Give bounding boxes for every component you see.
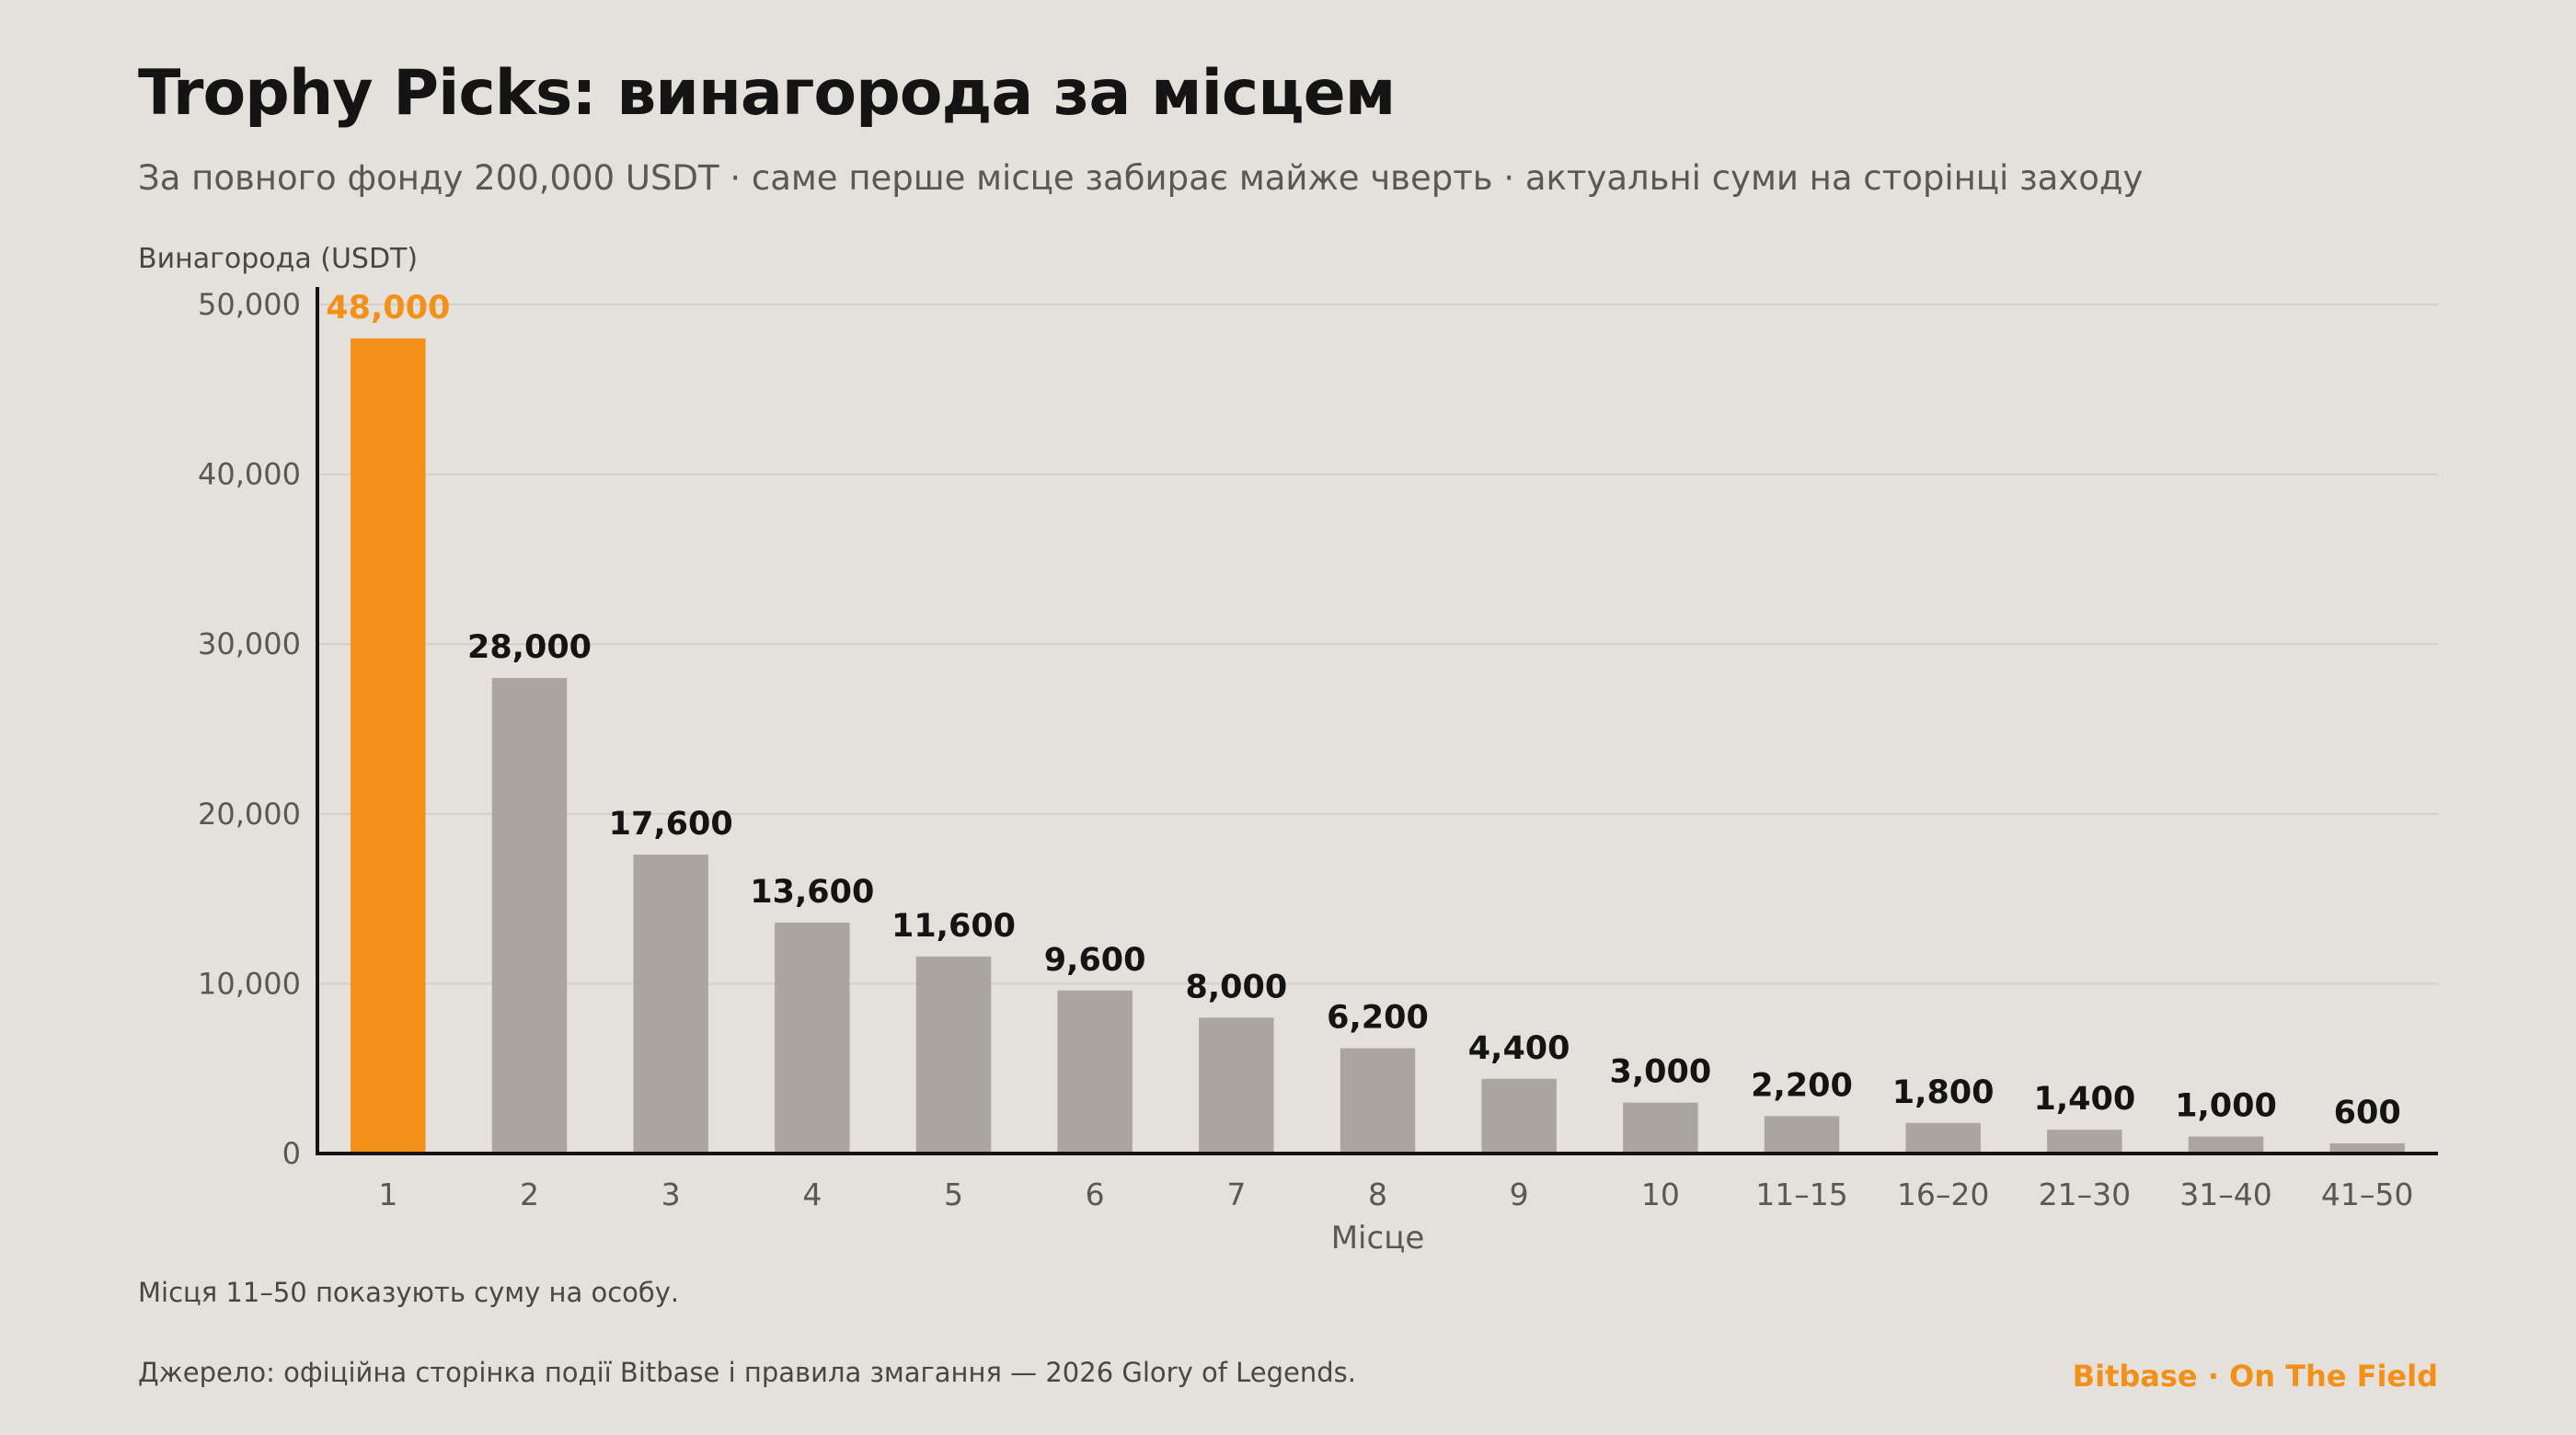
data-label: 28,000 [467,629,592,666]
axes [316,287,2438,1155]
bar [491,678,568,1154]
brand-logo-text: Bitbase · On The Field [2072,1359,2438,1394]
footnote: Місця 11–50 показують суму на особу. [138,1277,680,1308]
bar [915,956,992,1154]
bar [2047,1130,2122,1154]
y-axis-title: Винагорода (USDT) [138,243,418,275]
y-tick-label: 10,000 [198,966,301,1001]
bar [1623,1102,1698,1154]
bar [633,855,708,1154]
data-label: 48,000 [326,290,450,327]
bar [2329,1142,2405,1154]
bar [1057,990,1133,1154]
y-tick-label: 50,000 [198,287,301,322]
y-tick-label: 0 [282,1136,301,1171]
bar [2188,1136,2264,1154]
data-label: 8,000 [1185,969,1287,1005]
data-label: 3,000 [1609,1054,1711,1091]
x-tick-label: 16–20 [1897,1177,1989,1212]
x-tick-label: 5 [944,1177,963,1212]
bar [1905,1122,1981,1154]
data-labels: 48,000 28,000 17,600 13,600 11,600 9,600 8,000… [326,290,2400,1131]
chart-title: Trophy Picks: винагорода за місцем [138,57,1396,130]
x-tick-label: 2 [520,1177,539,1212]
data-label: 6,200 [1327,1000,1429,1037]
x-tick-label: 41–50 [2321,1177,2413,1212]
bars [351,338,2405,1154]
bar [1199,1017,1274,1154]
data-label: 4,400 [1468,1030,1570,1067]
data-label: 1,400 [2033,1081,2135,1118]
x-tick-label: 11–15 [1755,1177,1847,1212]
x-tick-label: 9 [1510,1177,1529,1212]
x-axis-title: Місце [1331,1220,1425,1257]
y-tick-label: 40,000 [198,457,301,492]
data-label: 17,600 [609,806,733,843]
x-tick-label: 8 [1368,1177,1387,1212]
data-label: 9,600 [1044,942,1146,979]
bar [351,338,426,1154]
x-tick-label: 10 [1641,1177,1680,1212]
x-tick-label: 7 [1226,1177,1246,1212]
bar [1481,1078,1557,1154]
x-tick-label: 3 [661,1177,681,1212]
chart-subtitle: За повного фонду 200,000 USDT · саме пер… [138,158,2144,198]
y-tick-label: 20,000 [198,797,301,832]
data-label: 1,000 [2175,1088,2277,1125]
bar [1340,1048,1416,1154]
data-label: 1,800 [1892,1074,1995,1111]
x-tick-label: 1 [378,1177,397,1212]
data-label: 11,600 [891,908,1016,945]
x-tick-label: 21–30 [2039,1177,2131,1212]
y-tick-labels: 0 10,000 20,000 30,000 40,000 50,000 [198,287,301,1171]
x-tick-label: 4 [802,1177,822,1212]
data-label: 13,600 [750,874,874,911]
data-label: 600 [2334,1095,2401,1131]
bar [775,922,850,1154]
x-tick-labels: 1 2 3 4 5 6 7 8 9 10 11–15 16–20 21–30 31–40 41–50 [378,1177,2413,1212]
x-tick-label: 6 [1086,1177,1105,1212]
y-tick-label: 30,000 [198,626,301,661]
x-tick-label: 31–40 [2179,1177,2271,1212]
source-note: Джерело: офіційна сторінка події Bitbase… [138,1357,1356,1388]
data-label: 2,200 [1751,1067,1853,1104]
bar [1764,1116,1840,1154]
